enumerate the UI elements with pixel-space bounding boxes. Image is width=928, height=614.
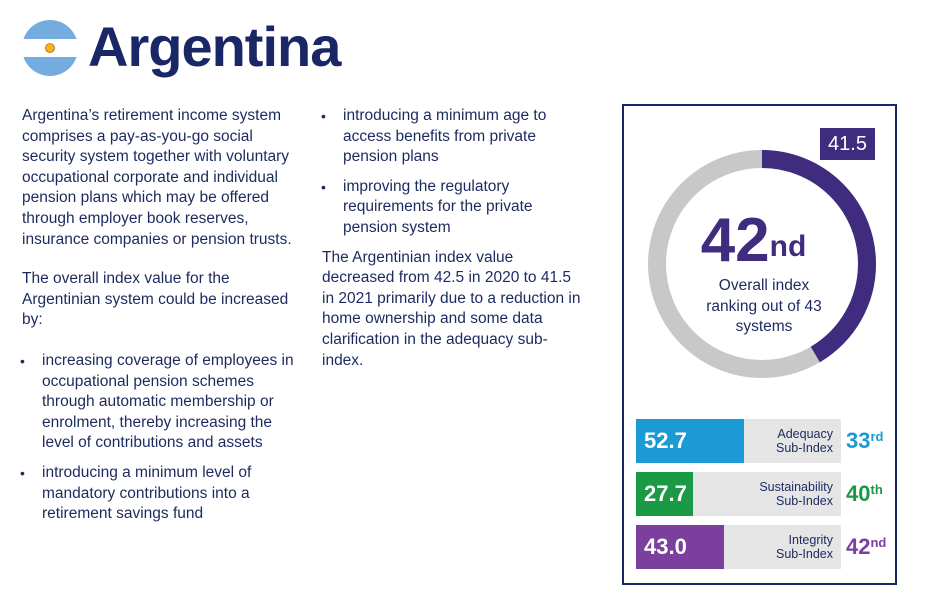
- text-column-1: Argentina’s retirement income system com…: [20, 106, 307, 534]
- scorecard-panel: 41.5 42nd Overall index ranking out of 4…: [622, 104, 897, 585]
- text-column-2: introducing a minimum age to access bene…: [321, 106, 582, 371]
- list-item: improving the regulatory requirements fo…: [321, 177, 582, 239]
- overall-rank: 42nd: [618, 206, 889, 276]
- improvement-intro-paragraph: The overall index value for the Argentin…: [22, 270, 289, 329]
- intro-paragraph: Argentina’s retirement income system com…: [22, 107, 292, 248]
- improvement-list-continued: introducing a minimum age to access bene…: [321, 106, 582, 239]
- sustainability-subindex-row: 27.7 Sustainability Sub-Index: [636, 472, 841, 516]
- list-item: introducing a minimum age to access bene…: [321, 106, 582, 168]
- index-change-paragraph: The Argentinian index value decreased fr…: [322, 248, 581, 369]
- list-item: increasing coverage of employees in occu…: [20, 351, 307, 454]
- list-item: introducing a minimum level of mandatory…: [20, 463, 307, 525]
- overall-rank-number: 42: [700, 206, 770, 275]
- subindex-label: Sustainability Sub-Index: [759, 480, 833, 508]
- subindex-value: 43.0: [644, 534, 687, 559]
- overall-rank-suffix: nd: [769, 230, 807, 263]
- improvement-list: increasing coverage of employees in occu…: [20, 351, 307, 525]
- adequacy-rank: 33rd: [846, 428, 884, 453]
- adequacy-subindex-row: 52.7 Adequacy Sub-Index: [636, 419, 841, 463]
- subindex-bar: [636, 419, 744, 463]
- page-title: Argentina: [88, 15, 341, 78]
- subindex-label: Adequacy Sub-Index: [776, 427, 833, 455]
- argentina-flag-icon: [22, 20, 78, 76]
- integrity-subindex-row: 43.0 Integrity Sub-Index: [636, 525, 841, 569]
- overall-index-donut: [648, 150, 876, 378]
- subindex-value: 52.7: [644, 428, 687, 453]
- subindex-bar: [636, 472, 693, 516]
- sustainability-rank: 40th: [846, 481, 883, 506]
- subindex-label: Integrity Sub-Index: [776, 533, 833, 561]
- subindex-bar: [636, 525, 724, 569]
- overall-value-badge: 41.5: [820, 128, 875, 160]
- subindex-value: 27.7: [644, 481, 687, 506]
- overall-rank-label: Overall index ranking out of 43 systems: [706, 277, 822, 335]
- donut-progress: [648, 150, 876, 378]
- integrity-rank: 42nd: [846, 534, 887, 559]
